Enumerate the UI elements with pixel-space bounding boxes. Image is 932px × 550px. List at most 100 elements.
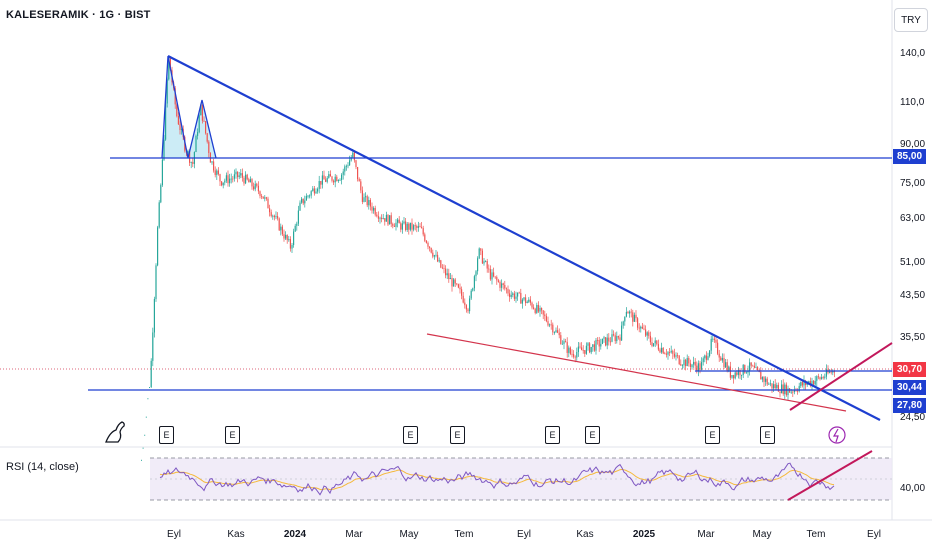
candle-body [550, 324, 552, 326]
candle-body [246, 174, 248, 180]
y-tick-label: 63,00 [900, 213, 926, 224]
candle-body [211, 161, 213, 163]
falling-support-line [426, 333, 847, 412]
x-tick-label: Eyl [167, 529, 181, 540]
candle-body [192, 162, 194, 164]
candle-body [481, 250, 483, 264]
candle-body [349, 160, 351, 166]
candle-body [317, 188, 319, 192]
candle-body [517, 292, 519, 297]
candle-body [302, 198, 304, 204]
candle-body [574, 356, 576, 358]
earnings-badge[interactable]: E [545, 426, 560, 444]
x-tick-label: May [399, 529, 419, 540]
candle-body [635, 314, 637, 319]
candle-body [360, 181, 362, 191]
candle-body [248, 179, 250, 183]
rsi-axis-label: 40,00 [900, 483, 926, 494]
candle-body [435, 254, 437, 256]
candle-body [645, 329, 647, 336]
candle-body [200, 104, 202, 116]
candle-body [739, 370, 741, 376]
candle-body [582, 350, 584, 351]
price-tag: 27,80 [893, 398, 926, 413]
candle-body [681, 365, 683, 367]
candle-body [771, 383, 773, 389]
x-tick-label: Tem [806, 529, 826, 540]
candle-body [657, 344, 659, 350]
earnings-badge[interactable]: E [159, 426, 174, 444]
earnings-badge[interactable]: E [403, 426, 418, 444]
candle-body [811, 380, 813, 386]
candle-body [150, 360, 152, 388]
candle-body [501, 283, 503, 288]
candle-body [318, 181, 320, 189]
candle-body [545, 316, 547, 322]
candle-body [253, 186, 255, 190]
candle-body [299, 202, 301, 211]
candle-body [344, 166, 346, 172]
candle-body [609, 341, 611, 343]
candle-body [166, 79, 168, 104]
currency-button[interactable]: TRY [894, 8, 928, 32]
candle-body [641, 326, 643, 329]
candle-body [694, 361, 696, 366]
candle-body [374, 207, 376, 215]
candle-body [325, 179, 327, 182]
candle-body [638, 327, 640, 329]
candle-body [678, 355, 680, 365]
candle-body [509, 293, 511, 297]
candle-body [691, 364, 693, 368]
candle-body [721, 357, 723, 361]
candle-body [249, 179, 251, 183]
candle-body [448, 273, 450, 280]
earnings-badge[interactable]: E [225, 426, 240, 444]
candle-body [469, 298, 471, 312]
candle-body [251, 179, 253, 187]
candle-body [459, 287, 461, 290]
candle-body [515, 296, 517, 299]
candle-body [753, 365, 755, 368]
candle-body [358, 179, 360, 182]
rising-trend-line [789, 342, 893, 411]
candle-body [403, 221, 405, 224]
candle-body [473, 276, 475, 289]
candle-body [224, 180, 226, 183]
candle-body [163, 139, 165, 160]
candle-body [697, 363, 699, 372]
candle-body [776, 384, 778, 389]
candle-body [379, 217, 381, 219]
candle-body [179, 124, 181, 131]
candle-body [382, 218, 384, 219]
candle-body [283, 234, 285, 239]
candle-body [457, 284, 459, 288]
earnings-badge[interactable]: E [705, 426, 720, 444]
candle-body [477, 258, 479, 272]
candle-body [705, 355, 707, 360]
candle-body [619, 337, 621, 341]
top-triangle-outline [161, 55, 217, 159]
candle-body [389, 215, 391, 225]
candle-body [421, 227, 423, 229]
candle-body [651, 342, 653, 346]
x-tick-label: Eyl [517, 529, 531, 540]
candle-body [233, 174, 235, 179]
candle-body [478, 248, 480, 259]
candle-body [369, 200, 371, 207]
candle-body [238, 175, 240, 178]
rsi-trend-line [787, 450, 873, 501]
candle-body [416, 226, 418, 228]
candle-body [621, 325, 623, 341]
candle-body [665, 353, 667, 355]
earnings-badge[interactable]: E [585, 426, 600, 444]
candle-body [723, 357, 725, 368]
candle-body [312, 188, 314, 192]
candle-body [669, 352, 671, 353]
candle-body [414, 225, 416, 227]
candle-body [576, 351, 578, 358]
earnings-badge[interactable]: E [450, 426, 465, 444]
earnings-badge[interactable]: E [760, 426, 775, 444]
x-tick-label: Eyl [867, 529, 881, 540]
lightning-icon [828, 426, 846, 444]
